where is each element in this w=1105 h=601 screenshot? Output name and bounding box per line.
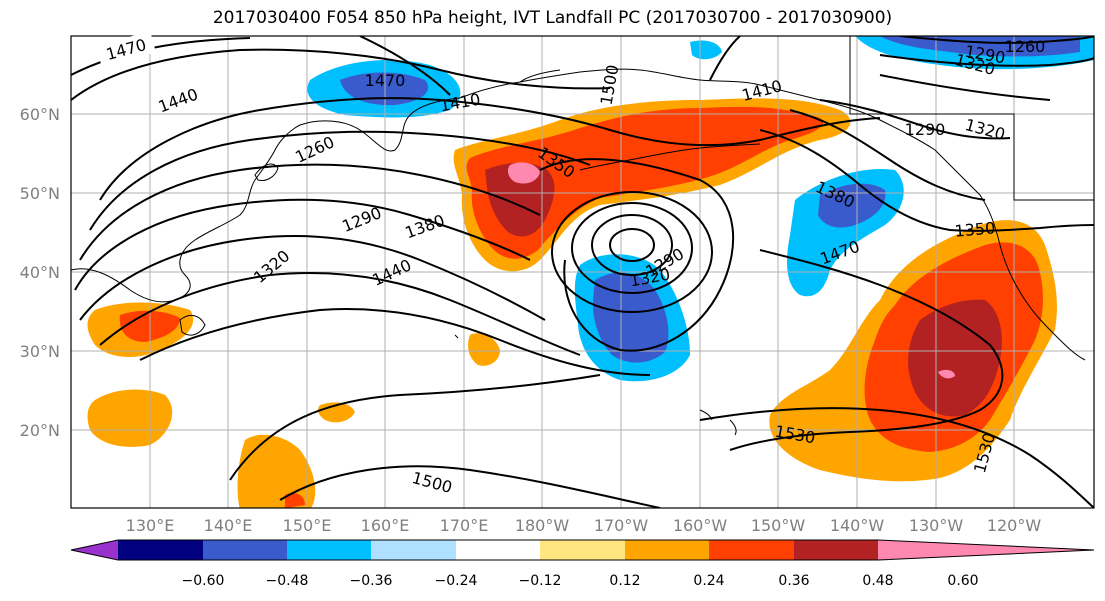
lon-label: 170°W [594, 516, 649, 535]
colorbar-tick-label: 0.36 [778, 573, 809, 589]
lon-label: 160°E [361, 516, 410, 535]
lat-label: 40°N [20, 263, 60, 282]
lon-label: 160°W [673, 516, 728, 535]
colorbar-segment [71, 540, 118, 560]
map-title: 2017030400 F054 850 hPa height, IVT Land… [212, 8, 893, 28]
colorbar-tick-label: −0.12 [519, 573, 562, 589]
colorbar-segment [118, 540, 203, 560]
lon-label: 140°W [830, 516, 885, 535]
lon-label: 180°W [515, 516, 570, 535]
colorbar [70, 539, 1095, 561]
contour-label: 1470 [365, 71, 406, 90]
lon-label: 150°W [751, 516, 806, 535]
colorbar-tick-label: −0.48 [266, 573, 309, 589]
contour-label: 1260 [1005, 37, 1046, 56]
colorbar-ticks: −0.60 −0.48 −0.36 −0.24 −0.12 0.12 0.24 … [182, 573, 979, 589]
contour-label: 1350 [954, 218, 996, 240]
colorbar-segment [456, 540, 540, 560]
lon-label: 140°E [204, 516, 253, 535]
colorbar-segment [709, 540, 794, 560]
lon-label: 130°W [909, 516, 964, 535]
colorbar-segment [203, 540, 287, 560]
colorbar-segment [371, 540, 456, 560]
lon-label: 170°E [440, 516, 489, 535]
colorbar-tick-label: 0.60 [947, 573, 978, 589]
lat-label: 50°N [20, 184, 60, 203]
contour-label: 1290 [905, 120, 946, 139]
height-contours [71, 36, 1094, 508]
lon-label: 130°E [126, 516, 175, 535]
lon-label: 120°W [987, 516, 1042, 535]
lat-label: 20°N [20, 421, 60, 440]
colorbar-tick-label: 0.12 [609, 573, 640, 589]
lon-label: 150°E [283, 516, 332, 535]
map-frame [70, 35, 1095, 509]
longitude-labels: 130°E 140°E 150°E 160°E 170°E 180°W 170°… [126, 516, 1042, 535]
colorbar-segment [287, 540, 371, 560]
colorbar-segment [540, 540, 625, 560]
latitude-labels: 60°N 50°N 40°N 30°N 20°N [20, 105, 60, 440]
colorbar-segment [878, 540, 1094, 560]
lat-label: 60°N [20, 105, 60, 124]
lat-label: 30°N [20, 342, 60, 361]
colorbar-tick-label: 0.48 [862, 573, 893, 589]
colorbar-tick-label: −0.24 [435, 573, 478, 589]
colorbar-tick-label: −0.36 [350, 573, 393, 589]
colorbar-segment [794, 540, 878, 560]
coastlines [71, 36, 1094, 436]
colorbar-tick-label: −0.60 [182, 573, 225, 589]
colorbar-tick-label: 0.24 [693, 573, 724, 589]
colorbar-segment [625, 540, 709, 560]
